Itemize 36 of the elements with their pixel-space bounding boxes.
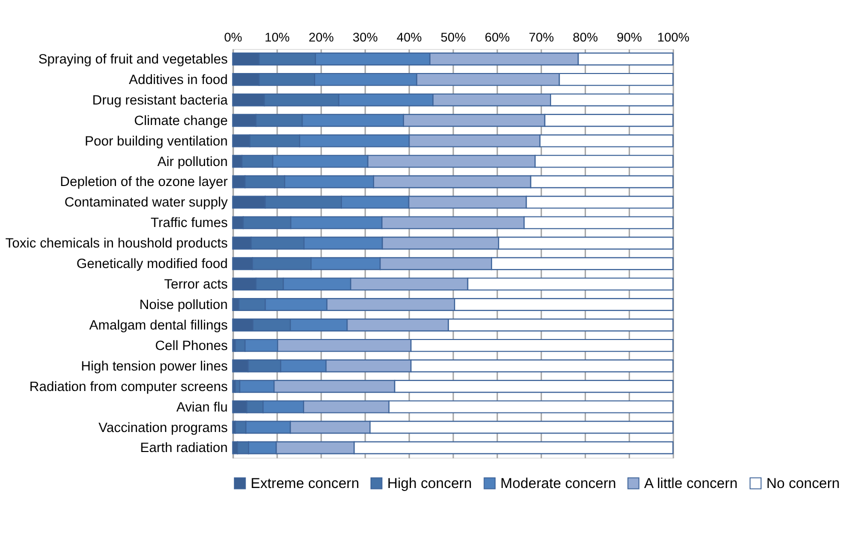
- y-tick-label: Vaccination programs: [98, 420, 228, 435]
- legend-label: High concern: [387, 476, 472, 492]
- y-tick-label: Climate change: [134, 112, 228, 128]
- y-tick-label: Genetically modified food: [76, 256, 228, 272]
- legend-label: Extreme concern: [250, 476, 360, 492]
- legend-label: No concern: [766, 476, 840, 492]
- y-tick-label: Toxic chemicals in houshold products: [5, 236, 228, 251]
- y-tick-label: Terror acts: [164, 276, 228, 292]
- y-tick-label: Amalgam dental fillings: [89, 317, 228, 332]
- y-tick-label: Spraying of fruit and vegetables: [38, 51, 228, 66]
- x-tick-label: 40%: [396, 30, 422, 44]
- y-tick-label: Cell Phones: [155, 338, 228, 353]
- y-tick-label: Radiation from computer screens: [29, 378, 228, 394]
- x-tick-label: 20%: [308, 30, 334, 44]
- y-tick-label: Earth radiation: [140, 440, 228, 456]
- y-tick-label: Poor building ventilation: [84, 133, 228, 148]
- y-tick-label: Avian flu: [176, 399, 228, 414]
- y-tick-label: High tension power lines: [81, 358, 228, 374]
- y-tick-label: Depletion of the ozone layer: [60, 174, 228, 190]
- y-tick-label: Air pollution: [157, 154, 228, 169]
- x-tick-label: 60%: [484, 30, 510, 44]
- x-tick-label: 100%: [657, 30, 690, 44]
- y-tick-label: Additives in food: [128, 72, 228, 87]
- x-tick-label: 10%: [264, 30, 290, 44]
- y-tick-label: Traffic fumes: [150, 215, 228, 230]
- y-tick-label: Drug resistant bacteria: [92, 92, 228, 108]
- x-tick-label: 50%: [440, 30, 466, 44]
- x-tick-label: 70%: [528, 30, 554, 44]
- x-tick-label: 90%: [616, 30, 642, 44]
- y-tick-label: Contaminated water supply: [64, 194, 228, 210]
- x-tick-label: 30%: [352, 30, 378, 44]
- y-tick-label: Noise pollution: [139, 297, 228, 312]
- x-tick-label: 80%: [572, 30, 598, 44]
- x-tick-label: 0%: [224, 30, 242, 44]
- legend-label: Moderate concern: [500, 476, 616, 492]
- legend-label: A little concern: [644, 476, 738, 492]
